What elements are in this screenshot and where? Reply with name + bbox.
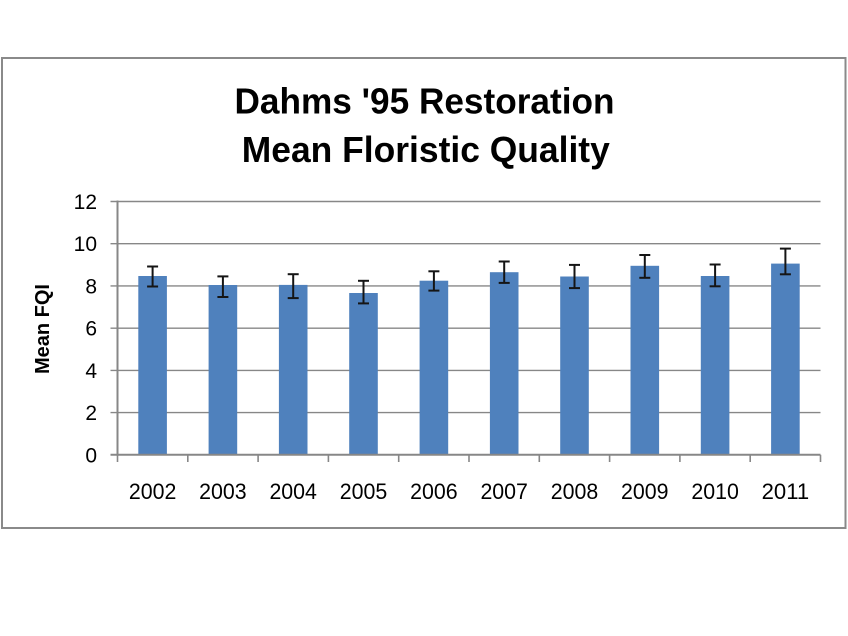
svg-text:2009: 2009 bbox=[621, 479, 669, 504]
svg-text:12: 12 bbox=[74, 191, 97, 214]
svg-text:2004: 2004 bbox=[269, 479, 317, 504]
svg-text:4: 4 bbox=[85, 360, 97, 383]
svg-text:6: 6 bbox=[85, 318, 97, 341]
svg-text:2007: 2007 bbox=[480, 479, 528, 504]
svg-text:2011: 2011 bbox=[762, 479, 810, 504]
svg-text:2: 2 bbox=[85, 402, 97, 425]
svg-text:8: 8 bbox=[85, 275, 97, 298]
svg-text:2008: 2008 bbox=[551, 479, 599, 504]
svg-text:Mean FQI: Mean FQI bbox=[32, 284, 54, 374]
svg-text:2005: 2005 bbox=[340, 479, 388, 504]
svg-text:2006: 2006 bbox=[410, 479, 458, 504]
svg-text:0: 0 bbox=[85, 444, 97, 467]
svg-text:10: 10 bbox=[74, 233, 97, 256]
svg-text:Dahms '95 Restoration: Dahms '95 Restoration bbox=[235, 81, 615, 122]
svg-text:2003: 2003 bbox=[199, 479, 247, 504]
svg-text:Mean Floristic Quality: Mean Floristic Quality bbox=[242, 129, 610, 170]
svg-text:2002: 2002 bbox=[129, 479, 177, 504]
svg-text:2010: 2010 bbox=[691, 479, 739, 504]
